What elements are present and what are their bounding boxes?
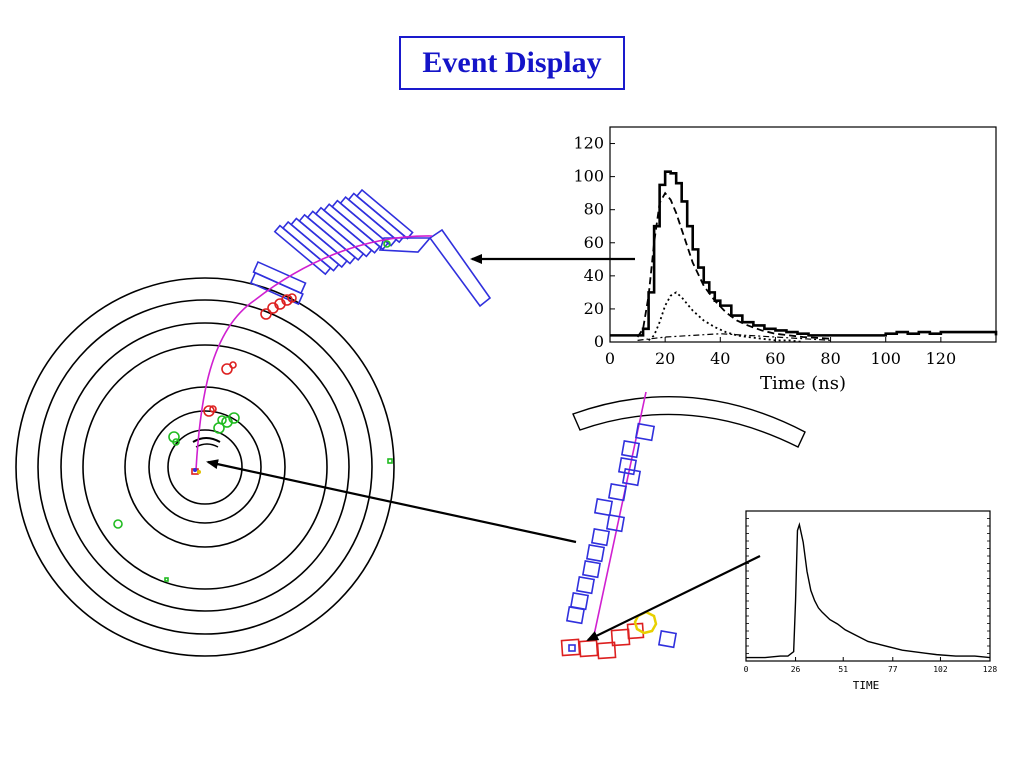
cell [621, 467, 642, 487]
x-tick-label: 128 [983, 665, 998, 674]
side-red-cells [560, 622, 645, 660]
cell [605, 513, 626, 533]
y-tick-label: 60 [584, 233, 604, 252]
hit [387, 458, 393, 464]
cell [560, 638, 581, 657]
hit [281, 294, 293, 306]
x-tick-label: 0 [605, 349, 615, 368]
x-tick-label: 60 [765, 349, 785, 368]
cell [620, 439, 641, 459]
lower-chart-ticks: 0 26 51 77 102 128 [744, 510, 998, 674]
cell [252, 260, 307, 295]
cell [581, 559, 602, 579]
lower-chart: 0 26 51 77 102 128 TIME [744, 510, 998, 692]
x-tick-label: 20 [655, 349, 675, 368]
vertex-point [193, 468, 197, 472]
upper-chart-series [610, 170, 998, 343]
upper-chart-ticks: 0 20 40 60 80 100 120 0 20 40 60 80 100 120 [573, 134, 956, 368]
cell [657, 629, 678, 649]
series-line [746, 522, 991, 659]
cell [590, 527, 611, 547]
hit [287, 293, 297, 303]
x-tick-label: 120 [926, 349, 957, 368]
detector-ring [15, 277, 395, 657]
cell [634, 422, 656, 442]
y-tick-label: 0 [594, 332, 604, 351]
upper-chart-xlabel: Time (ns) [760, 373, 846, 394]
hit [172, 438, 180, 446]
cell [607, 482, 628, 502]
series-line [610, 170, 998, 337]
barrel-arc [572, 396, 806, 448]
hit [229, 361, 237, 369]
detector-ring [37, 299, 373, 635]
cell [565, 605, 586, 625]
cell [596, 641, 617, 660]
upper-chart: 0 20 40 60 80 100 120 0 20 40 60 80 100 120 Time (ns) [573, 126, 998, 394]
x-tick-label: 26 [791, 665, 801, 674]
x-tick-label: 80 [820, 349, 840, 368]
page-title: Event Display [422, 46, 602, 79]
hit [383, 240, 391, 248]
x-tick-label: 77 [888, 665, 898, 674]
hit [217, 415, 227, 425]
vertex-point [197, 470, 201, 474]
series-line [637, 333, 831, 341]
x-tick-label: 100 [870, 349, 901, 368]
hit [228, 412, 240, 424]
cell [575, 575, 596, 595]
x-tick-label: 102 [933, 665, 948, 674]
detector-ring [124, 386, 286, 548]
y-tick-label: 120 [573, 134, 604, 153]
y-tick-label: 20 [584, 299, 604, 318]
lower-chart-frame [745, 510, 991, 662]
hit [221, 363, 233, 375]
detector-rings [15, 277, 395, 657]
cell [585, 543, 606, 563]
lower-chart-series [746, 522, 991, 659]
cell [593, 497, 614, 517]
upper-chart-frame [609, 126, 997, 343]
y-tick-label: 40 [584, 266, 604, 285]
detector-ring [82, 344, 328, 590]
cell [617, 456, 638, 476]
track [195, 235, 433, 471]
detector-ring [60, 322, 350, 612]
hit [168, 431, 180, 443]
cell [578, 639, 599, 658]
cell [568, 644, 576, 652]
inner-arc-2 [195, 443, 219, 448]
hit [113, 519, 123, 529]
arrows [206, 254, 761, 641]
x-tick-label: 40 [710, 349, 730, 368]
x-tick-label: 51 [838, 665, 848, 674]
hit [260, 308, 272, 320]
cell [428, 228, 492, 308]
cell [378, 237, 432, 253]
y-tick-label: 100 [573, 167, 604, 186]
detector-ring [167, 429, 243, 505]
lower-chart-xlabel: TIME [853, 679, 880, 692]
arrow-to-vertex [206, 459, 577, 544]
detector-ring [148, 410, 262, 524]
x-tick-label: 0 [744, 665, 749, 674]
title-box: Event Display [399, 36, 625, 90]
track-hits [191, 293, 297, 475]
hit [203, 405, 215, 417]
hit [164, 577, 169, 582]
hit [209, 405, 217, 413]
inner-arc [192, 437, 221, 443]
green-hits [113, 240, 393, 582]
series-line [647, 291, 804, 343]
cell [273, 224, 332, 276]
yellow-cluster [633, 610, 658, 635]
series-line [636, 191, 831, 340]
upper-calorimeter-cells [249, 188, 492, 308]
arrow-to-side-hit [586, 555, 761, 641]
side-calorimeter-cells [565, 422, 678, 652]
y-tick-label: 80 [584, 200, 604, 219]
